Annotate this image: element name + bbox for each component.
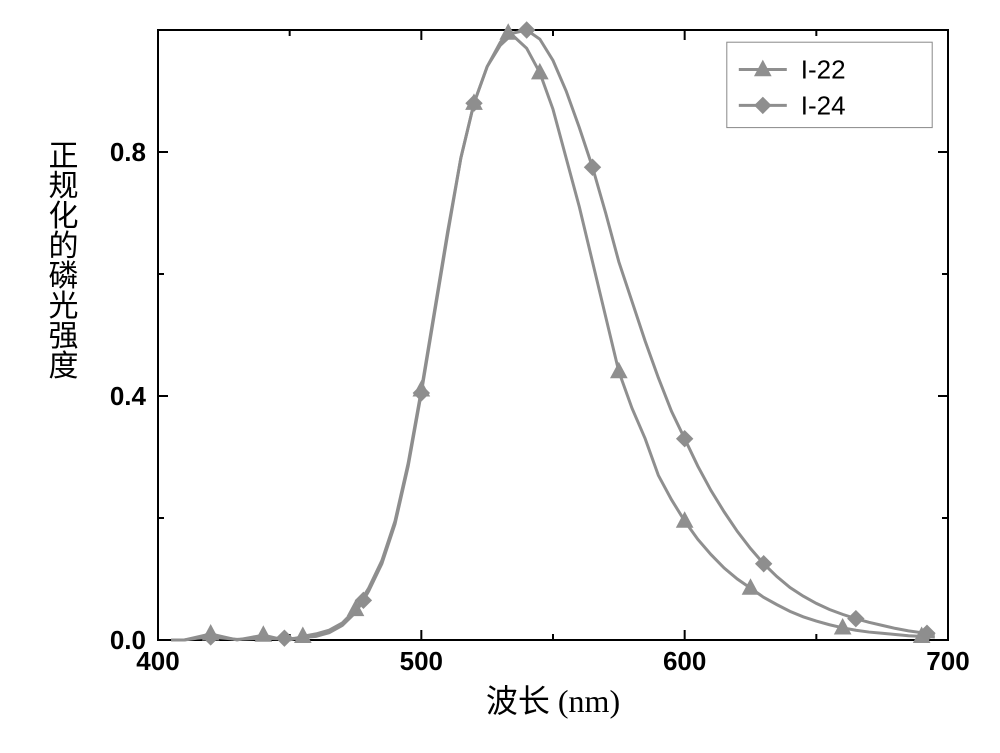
series-marker-I-22	[532, 64, 548, 79]
plot-frame	[158, 30, 948, 640]
series-marker-I-24	[848, 611, 864, 627]
series-marker-I-24	[276, 630, 292, 646]
x-axis-title: 波长 (nm)	[486, 683, 620, 719]
series-marker-I-24	[585, 159, 601, 175]
series-marker-I-24	[677, 431, 693, 447]
series-marker-I-24	[413, 385, 429, 401]
x-tick-label: 500	[400, 646, 443, 676]
series-marker-I-22	[611, 363, 627, 378]
y-tick-label: 0.8	[110, 137, 146, 167]
series-line-I-24	[171, 30, 935, 640]
legend-marker-I-24	[755, 97, 771, 113]
y-tick-label: 0.0	[110, 625, 146, 655]
x-tick-label: 700	[926, 646, 969, 676]
legend-label-I-22: I-22	[801, 55, 846, 85]
series-marker-I-24	[203, 629, 219, 645]
y-tick-label: 0.4	[110, 381, 147, 411]
phosphorescence-chart: 4005006007000.00.40.8波长 (nm)正规化的磷光强度I-22…	[0, 0, 1000, 753]
series-line-I-22	[171, 33, 935, 640]
y-axis-title: 正规化的磷光强度	[44, 140, 79, 380]
legend-label-I-24: I-24	[801, 90, 846, 120]
series-marker-I-22	[743, 579, 759, 594]
x-tick-label: 600	[663, 646, 706, 676]
